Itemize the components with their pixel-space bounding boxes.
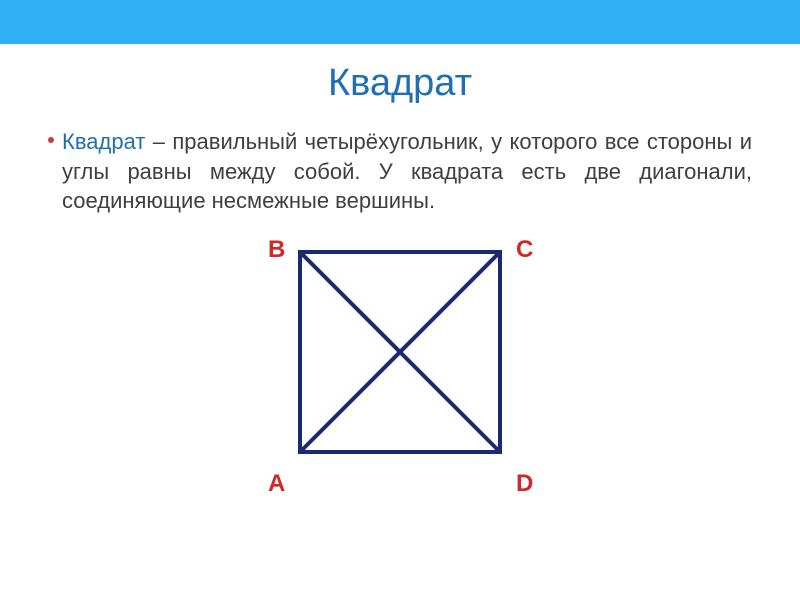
square-diagram: B C A D <box>240 222 560 522</box>
bullet-icon <box>48 137 54 143</box>
vertex-a: A <box>268 470 285 498</box>
vertex-c: C <box>516 236 533 264</box>
square-svg <box>240 222 560 522</box>
vertex-d: D <box>516 470 533 498</box>
page-title: Квадрат <box>0 62 800 105</box>
definition-term: Квадрат <box>62 129 145 154</box>
vertex-b: B <box>268 236 285 264</box>
definition-block: Квадрат – правильный четырёхугольник, у … <box>0 127 800 216</box>
slide-page: { "header": { "bar_color": "#31aff5", "b… <box>0 0 800 600</box>
header-bar <box>0 0 800 44</box>
definition-rest: – правильный четырёхугольник, у которого… <box>62 129 752 213</box>
definition-text: Квадрат – правильный четырёхугольник, у … <box>62 127 752 216</box>
definition-row: Квадрат – правильный четырёхугольник, у … <box>48 127 752 216</box>
